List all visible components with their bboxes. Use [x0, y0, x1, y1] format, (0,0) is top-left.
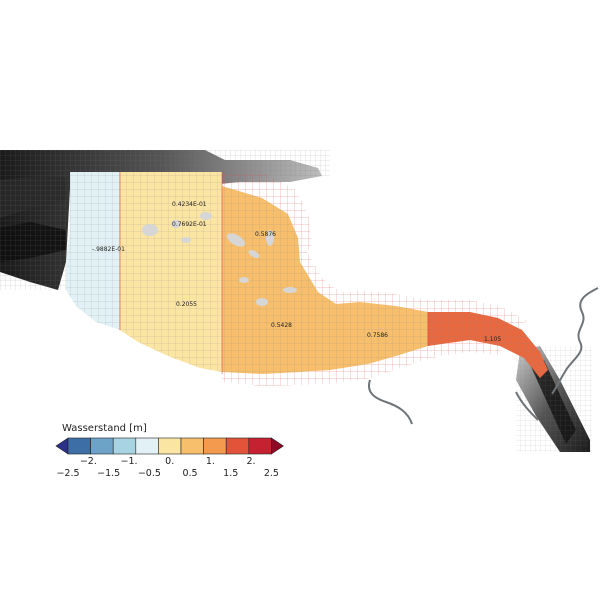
colorbar-swatch: [203, 437, 227, 455]
colorbar-tick-label: −1.5: [97, 468, 120, 479]
colorbar-tick-label: 2.: [247, 456, 256, 467]
colorbar-tick-label: −2.: [80, 456, 97, 467]
rivers: [368, 287, 599, 425]
colorbar-lower-ticks: −2.5 −1.5 −0.5 0.5 1.5 2.5: [56, 468, 278, 479]
colorbar-swatch: [135, 437, 159, 455]
terrain-east: [516, 346, 592, 452]
colorbar-swatches: [55, 437, 284, 455]
colorbar-tick-label: 0.: [165, 456, 174, 467]
colorbar-swatch: [67, 437, 91, 455]
colorbar-tick-label: −1.: [121, 456, 138, 467]
value-label-north-east: 0.5876: [255, 231, 276, 238]
colorbar-swatch: [180, 437, 204, 455]
colorbar-upper-ticks: −2. −1. 0. 1. 2.: [80, 456, 256, 467]
colorbar-title: Wasserstand [m]: [62, 423, 147, 434]
colorbar-swatch: [158, 437, 182, 455]
value-label-north-1: 0.4234E-01: [172, 201, 207, 208]
islands: [142, 212, 297, 306]
colorbar-tick-label: −0.5: [138, 468, 161, 479]
value-label-east: 0.7586: [367, 332, 388, 339]
value-label-center-yellow: 0.2055: [176, 301, 197, 308]
colorbar-tick-label: 0.5: [182, 468, 197, 479]
colorbar-tick-label: 2.5: [264, 468, 279, 479]
value-labels: -.9882E-01 0.4234E-01 0.7692E-01 0.2055 …: [92, 201, 501, 343]
colorbar-extend-high: [271, 437, 284, 455]
value-label-center-orange: 0.5428: [271, 322, 292, 329]
colorbar-extend-low: [55, 437, 69, 455]
value-label-west: -.9882E-01: [92, 246, 125, 253]
colorbar-tick-label: 1.: [206, 456, 215, 467]
colorbar-swatch: [225, 437, 250, 455]
colorbar-swatch: [248, 437, 272, 455]
colorbar-tick-label: −2.5: [56, 468, 79, 479]
colorbar-swatch: [112, 437, 137, 455]
colorbar-swatch: [90, 437, 114, 455]
zone-boundaries: [119, 172, 429, 374]
value-label-north-2: 0.7692E-01: [172, 221, 207, 228]
colorbar: Wasserstand [m] −2. −1. 0. 1. 2. −2.5 −1.5 −0.…: [55, 423, 284, 479]
value-label-far-east: 1.105: [484, 336, 501, 343]
mesh-grid: [66, 172, 548, 386]
colorbar-tick-label: 1.5: [223, 468, 238, 479]
